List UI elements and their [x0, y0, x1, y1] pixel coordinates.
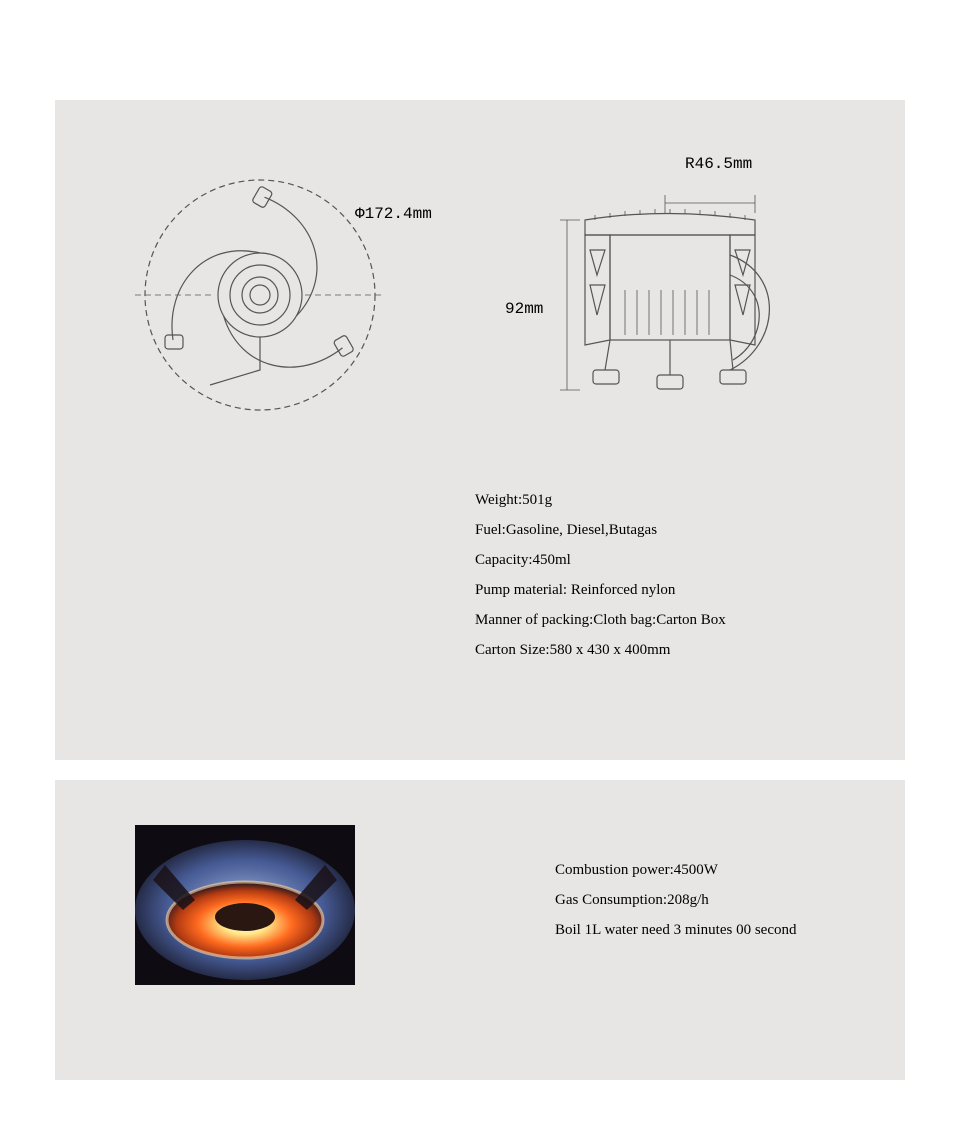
spec-packing: Manner of packing:Cloth bag:Carton Box	[475, 605, 726, 635]
flame-image	[135, 825, 355, 985]
spec-weight: Weight:501g	[475, 485, 726, 515]
label-diameter: Φ172.4mm	[355, 205, 432, 223]
spec-pump-material: Pump material: Reinforced nylon	[475, 575, 726, 605]
perf-combustion-power: Combustion power:4500W	[555, 855, 796, 885]
spec-carton-size: Carton Size:580 x 430 x 400mm	[475, 635, 726, 665]
spec-panel-bottom: Combustion power:4500W Gas Consumption:2…	[55, 780, 905, 1080]
diagram-side-view	[555, 195, 775, 405]
perf-gas-consumption: Gas Consumption:208g/h	[555, 885, 796, 915]
spec-panel-top: Φ172.4mm	[55, 100, 905, 760]
diagram-top-view	[135, 170, 385, 420]
perf-boil-time: Boil 1L water need 3 minutes 00 second	[555, 915, 796, 945]
performance-list: Combustion power:4500W Gas Consumption:2…	[555, 855, 796, 945]
spec-fuel: Fuel:Gasoline, Diesel,Butagas	[475, 515, 726, 545]
label-radius: R46.5mm	[685, 155, 752, 173]
spec-capacity: Capacity:450ml	[475, 545, 726, 575]
label-height: 92mm	[505, 300, 543, 318]
spec-list: Weight:501g Fuel:Gasoline, Diesel,Butaga…	[475, 485, 726, 665]
